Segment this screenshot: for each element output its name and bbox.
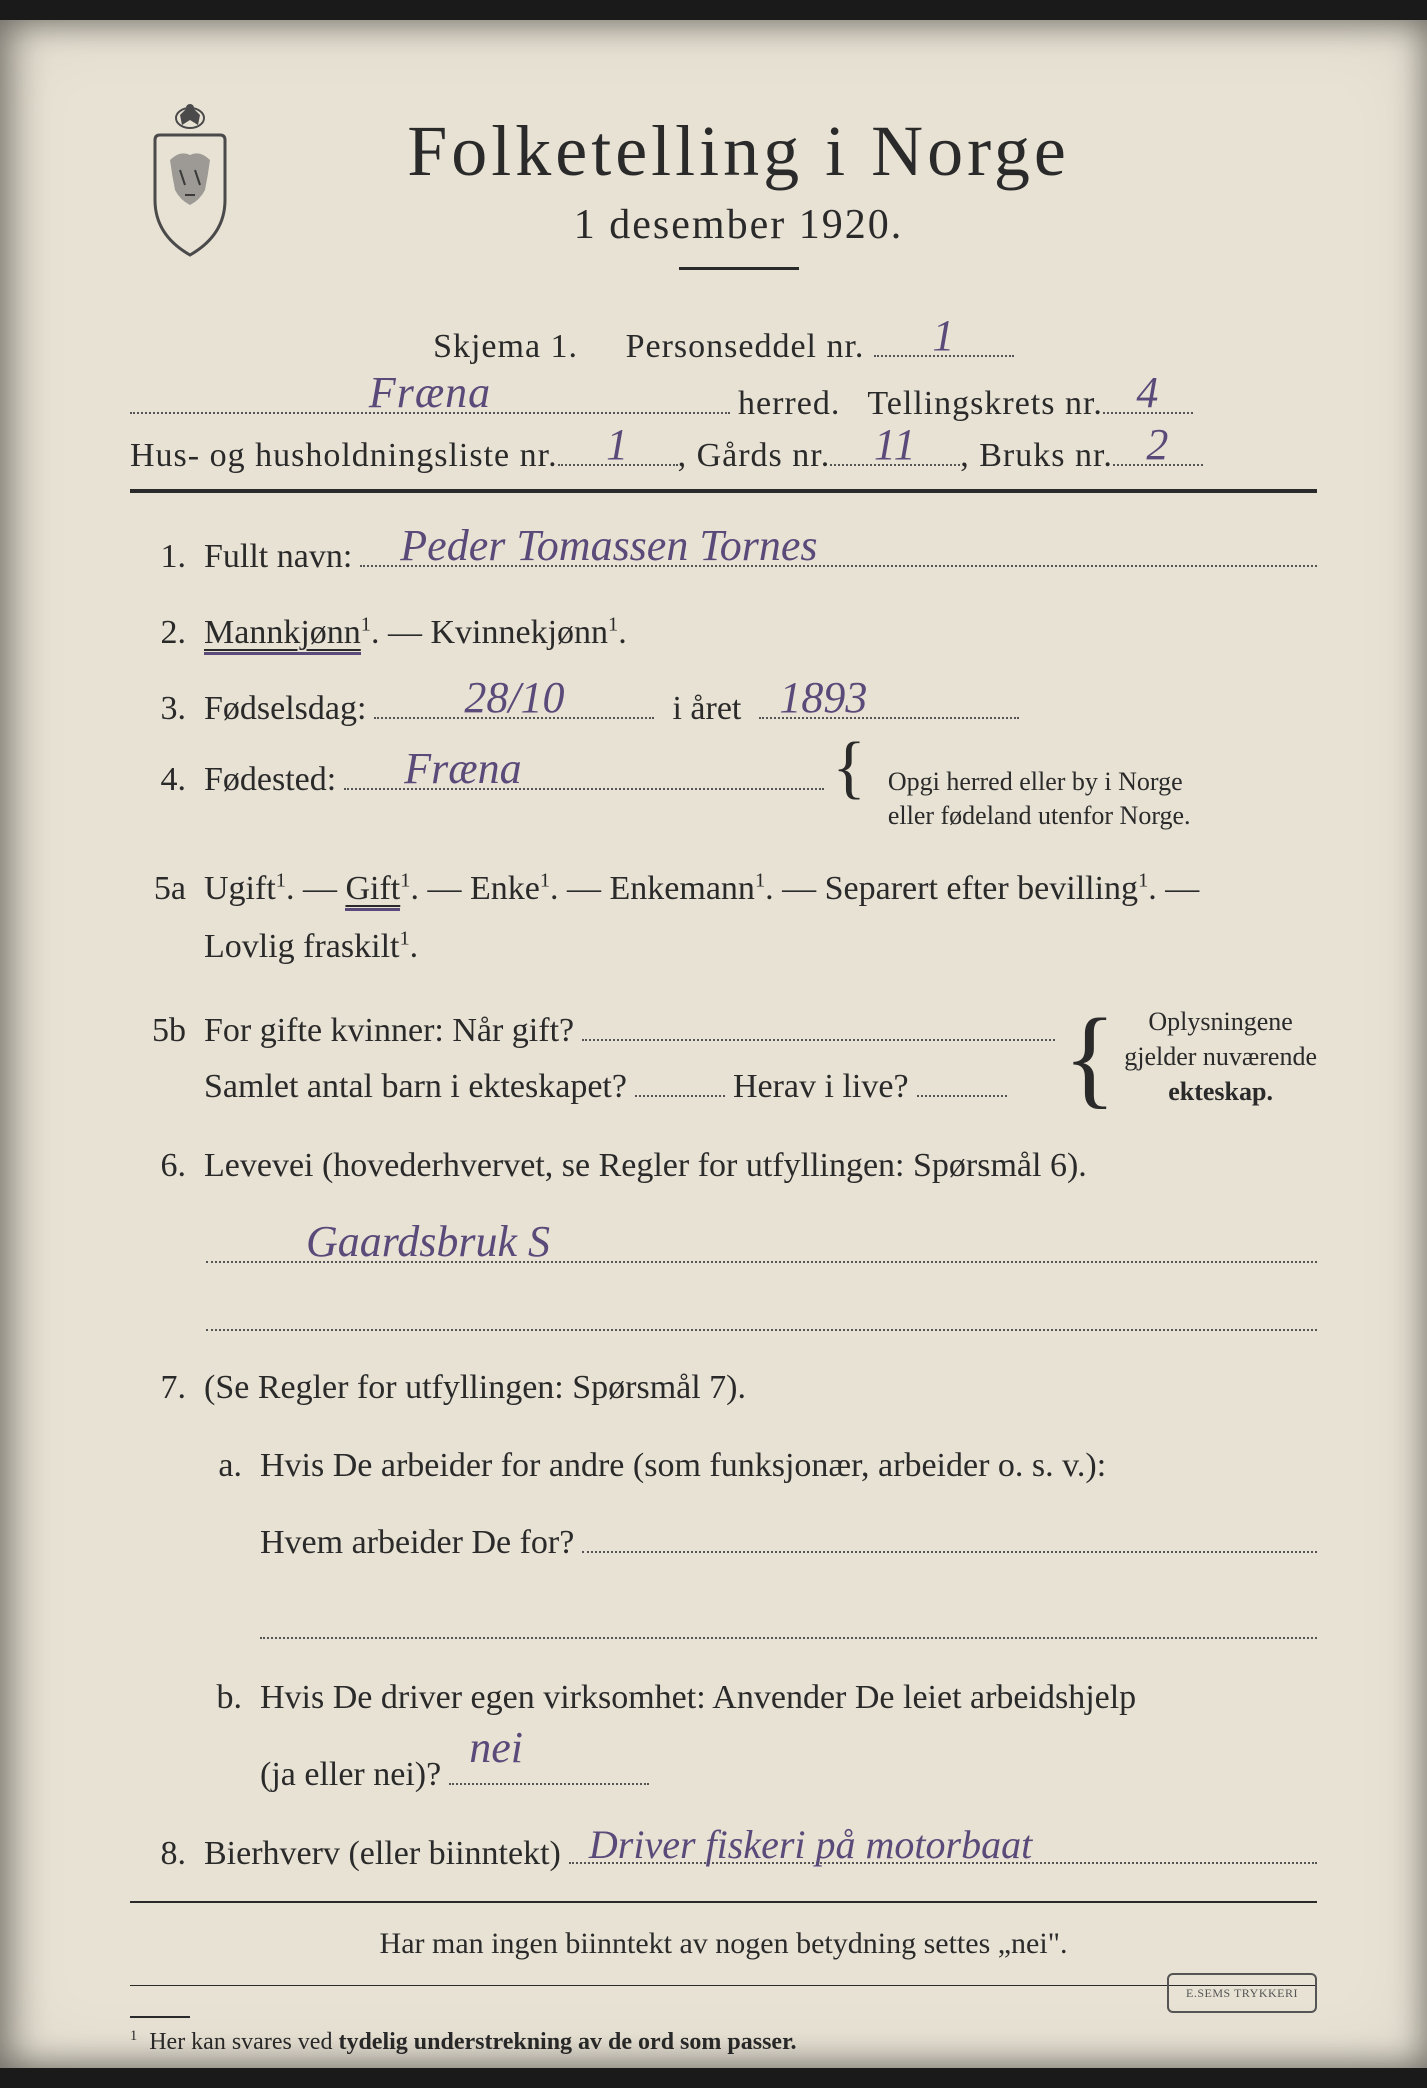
q3-num: 3.	[130, 690, 186, 728]
gards-nr: 11	[874, 419, 917, 470]
gards-label: , Gårds nr.	[678, 437, 831, 475]
question-7b: b. Hvis De driver egen virksomhet: Anven…	[130, 1667, 1317, 1807]
census-form-page: Folketelling i Norge 1 desember 1920. Sk…	[0, 20, 1427, 2068]
q7a-line1: Hvis De arbeider for andre (som funksjon…	[260, 1435, 1317, 1498]
q2-kvinne: Kvinnekjønn	[430, 614, 608, 651]
q7b-line1: Hvis De driver egen virksomhet: Anvender…	[260, 1667, 1317, 1730]
personseddel-nr: 1	[932, 310, 955, 361]
meta-herred: Fræna herred. Tellingskrets nr. 4	[130, 380, 1317, 423]
husliste-nr: 1	[606, 419, 629, 470]
q5a-ugift: Ugift	[204, 870, 276, 907]
q2-num: 2.	[130, 614, 186, 652]
q5a-separert: Separert efter bevilling	[825, 870, 1138, 907]
q6-line1: Gaardsbruk S	[206, 1223, 1317, 1263]
q5b-brace-group: { Oplysningene gjelder nuværende ekteska…	[1063, 1004, 1317, 1109]
herred-value: Fræna	[369, 367, 491, 418]
footnote-mark: 1	[130, 2028, 137, 2044]
q1-label: Fullt navn:	[204, 538, 352, 576]
q8-value: Driver fiskeri på motorbaat	[589, 1821, 1032, 1868]
question-8: 8. Bierhverv (eller biinntekt) Driver fi…	[130, 1830, 1317, 1873]
title-block: Folketelling i Norge 1 desember 1920.	[280, 110, 1317, 298]
q6-num: 6.	[130, 1147, 186, 1185]
subtitle: 1 desember 1920.	[280, 201, 1197, 249]
question-5b: 5b For gifte kvinner: Når gift? Samlet a…	[130, 1004, 1317, 1109]
personseddel-label: Personseddel nr.	[626, 328, 865, 365]
footnote-rule	[130, 2016, 190, 2018]
question-1: 1. Fullt navn: Peder Tomassen Tornes	[130, 533, 1317, 576]
q7a-cont	[260, 1599, 1317, 1639]
q3-label: Fødselsdag:	[204, 690, 366, 728]
question-7a: a. Hvis De arbeider for andre (som funks…	[130, 1435, 1317, 1575]
header: Folketelling i Norge 1 desember 1920.	[130, 110, 1317, 298]
main-title: Folketelling i Norge	[280, 110, 1197, 193]
q7-num: 7.	[130, 1369, 186, 1407]
thin-rule	[130, 1901, 1317, 1903]
q7b-letter: b.	[206, 1667, 242, 1807]
question-4: 4. Fødested: Fræna { Opgi herred eller b…	[130, 756, 1317, 833]
q5a-gift: Gift	[345, 870, 400, 911]
q5a-enke: Enke	[470, 870, 540, 907]
q8-num: 8.	[130, 1835, 186, 1873]
meta-skjema: Skjema 1. Personseddel nr. 1	[130, 328, 1317, 366]
q8-label: Bierhverv (eller biinntekt)	[204, 1835, 561, 1873]
q4-num: 4.	[130, 761, 186, 799]
husliste-label: Hus- og husholdningsliste nr.	[130, 437, 558, 475]
q7a-letter: a.	[206, 1435, 242, 1575]
thin-rule-2	[130, 1985, 1317, 1986]
title-rule	[679, 267, 799, 270]
herred-label: herred.	[730, 385, 848, 423]
question-3: 3. Fødselsdag: 28/10 i året 1893	[130, 690, 1317, 728]
q3-year: 1893	[779, 672, 867, 723]
q4-note: Opgi herred eller by i Norge eller fødel…	[888, 765, 1191, 833]
q7-label: (Se Regler for utfyllingen: Spørsmål 7).	[204, 1369, 746, 1406]
skjema-label: Skjema 1.	[433, 328, 578, 365]
q5a-num: 5a	[130, 870, 186, 908]
q5a-fraskilt: Lovlig fraskilt	[204, 928, 399, 965]
q2-mann: Mannkjønn	[204, 614, 361, 655]
q3-year-label: i året	[662, 690, 751, 728]
q5b-line2a: Samlet antal barn i ekteskapet?	[204, 1068, 627, 1106]
q1-value: Peder Tomassen Tornes	[400, 520, 817, 571]
q5b-num: 5b	[130, 1012, 186, 1050]
q5b-line1a: For gifte kvinner: Når gift?	[204, 1012, 574, 1050]
q5b-note: Oplysningene gjelder nuværende ekteskap.	[1124, 1004, 1317, 1109]
q6-line2	[206, 1291, 1317, 1331]
meta-husliste: Hus- og husholdningsliste nr. 1 , Gårds …	[130, 437, 1317, 475]
q5b-line2b: Herav i live?	[733, 1068, 909, 1106]
q7b-value: nei	[469, 1707, 523, 1788]
q3-day: 28/10	[464, 672, 564, 723]
q6-value: Gaardsbruk S	[306, 1216, 550, 1267]
printer-stamp: E.SEMS TRYKKERI	[1167, 1973, 1317, 2013]
bruks-nr: 2	[1146, 419, 1169, 470]
q6-label: Levevei (hovederhvervet, se Regler for u…	[204, 1147, 1087, 1184]
q7a-line2: Hvem arbeider De for?	[260, 1512, 574, 1575]
tellingskrets-label: Tellingskrets nr.	[867, 385, 1103, 423]
q4-label: Fødested:	[204, 761, 336, 799]
footnote-text: Her kan svares ved tydelig understreknin…	[149, 2029, 796, 2055]
q1-num: 1.	[130, 538, 186, 576]
bottom-note: Har man ingen biinntekt av nogen betydni…	[130, 1927, 1317, 1961]
q5a-enkemann: Enkemann	[610, 870, 755, 907]
bruks-label: , Bruks nr.	[960, 437, 1113, 475]
question-5a: 5a Ugift1. — Gift1. — Enke1. — Enkemann1…	[130, 860, 1317, 976]
tellingskrets-nr: 4	[1136, 367, 1159, 418]
q4-value: Fræna	[404, 743, 521, 794]
brace-icon: {	[1063, 1024, 1116, 1090]
coat-of-arms-icon	[130, 100, 250, 260]
question-6: 6. Levevei (hovederhvervet, se Regler fo…	[130, 1137, 1317, 1195]
q7b-line2: (ja eller nei)?	[260, 1744, 441, 1807]
thick-rule-1	[130, 489, 1317, 493]
question-7: 7. (Se Regler for utfyllingen: Spørsmål …	[130, 1359, 1317, 1417]
question-2: 2. Mannkjønn1. — Kvinnekjønn1.	[130, 604, 1317, 662]
footnote: 1 Her kan svares ved tydelig understrekn…	[130, 2016, 1317, 2056]
